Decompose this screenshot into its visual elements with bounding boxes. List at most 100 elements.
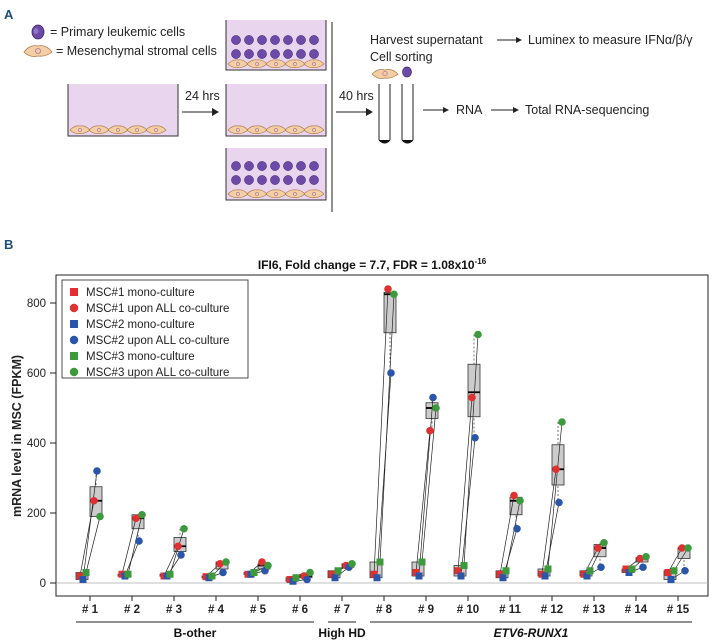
well-msc-cell (303, 125, 325, 135)
plot-area (75, 285, 692, 585)
data-point-square (499, 574, 507, 582)
y-axis: 0 200 400 600 800 (27, 298, 57, 590)
data-point-circle (390, 290, 398, 299)
data-point-square (292, 574, 300, 582)
well-leukemic-cell (257, 49, 267, 59)
step2-arrowhead (366, 108, 373, 116)
group-label: High HD (318, 626, 366, 640)
pair-line (547, 421, 563, 570)
data-point-circle (468, 393, 476, 402)
data-point-circle (636, 554, 644, 563)
well-wall (67, 84, 179, 137)
y-tick-label: 400 (27, 438, 46, 450)
data-point-square (79, 576, 87, 583)
well-msc-nucleus (255, 128, 259, 132)
well-msc-nucleus (274, 62, 278, 66)
legend-marker-circle (69, 303, 79, 313)
data-point-circle (219, 568, 227, 577)
x-tick-label: # 13 (583, 604, 605, 616)
group-label: ETV6-RUNX1 (494, 626, 569, 640)
well-leukemic-cell (270, 49, 280, 59)
well-leukemic-cell (231, 161, 241, 171)
data-point-circle (555, 498, 563, 507)
well-leukemic-cell (257, 35, 267, 45)
harvest-arrowhead (516, 37, 522, 43)
well-msc-cell (303, 189, 325, 199)
well-msc-cell (145, 125, 167, 135)
x-axis: # 1 # 2 # 3 # 4 # 5 # 6 # 7 # 8 # 9 # 10 # 11 # 12 #… (82, 596, 690, 616)
legend-marker-square (70, 320, 78, 328)
legend-label: MSC#3 upon ALL co-culture (86, 367, 229, 379)
well-msc-nucleus (255, 192, 259, 196)
data-point-circle (384, 285, 392, 293)
x-tick-label: # 1 (82, 604, 99, 616)
data-point-circle (513, 524, 521, 533)
sorted-msc-nucleus (382, 70, 388, 77)
well-msc-nucleus (274, 128, 278, 132)
data-point-circle (174, 542, 182, 551)
well-leukemic-cell (257, 175, 267, 185)
data-point-circle (177, 551, 185, 559)
data-point-circle (387, 369, 395, 377)
culture-wells (67, 20, 327, 201)
well-leukemic-cell (244, 49, 254, 59)
well-leukemic-cell (296, 161, 306, 171)
well-leukemic-cell (296, 175, 306, 185)
y-tick-label: 600 (27, 368, 46, 380)
well-msc-nucleus (236, 192, 240, 196)
data-point-circle (306, 568, 314, 577)
data-point-circle (474, 330, 482, 339)
data-point-square (664, 569, 672, 576)
sorting-label: Cell sorting (370, 50, 433, 64)
well-msc-nucleus (293, 62, 297, 66)
well-msc-nucleus (255, 62, 259, 66)
data-point-circle (642, 552, 650, 561)
well-leukemic-cell (283, 35, 293, 45)
well-msc-nucleus (116, 128, 120, 132)
well-leukemic-cell (309, 49, 319, 59)
data-point-circle (684, 544, 692, 552)
data-point-circle (216, 559, 224, 568)
pair-line (127, 514, 143, 575)
well-initial (67, 84, 179, 137)
well-wall (225, 20, 327, 71)
well-msc-nucleus (236, 128, 240, 132)
x-tick-label: # 9 (418, 604, 434, 616)
y-tick-label: 200 (27, 508, 46, 520)
data-point-circle (678, 544, 686, 552)
data-point-circle (432, 404, 440, 412)
x-tick-label: # 12 (541, 604, 563, 616)
well-msc-nucleus (78, 128, 82, 132)
rna-label: RNA (456, 103, 483, 117)
data-point-circle (348, 559, 356, 568)
well-msc-nucleus (293, 192, 297, 196)
well-msc-nucleus (293, 128, 297, 132)
pair-line (85, 516, 101, 573)
chart-legend-frame (61, 279, 249, 379)
data-point-square (373, 574, 381, 582)
well-msc-nucleus (135, 128, 139, 132)
category-groups: B-other High HD ETV6-RUNX1 (76, 621, 692, 640)
data-point-square (454, 567, 462, 575)
well-leukemic-cell (231, 175, 241, 185)
group-label: B-other (174, 626, 217, 640)
pair-line (421, 407, 437, 563)
seq-label: Total RNA-sequencing (525, 103, 649, 117)
pair-line (418, 397, 434, 577)
legend-marker-circle (69, 335, 79, 345)
sorted-msc-icon (371, 69, 399, 79)
data-point-circle (96, 512, 104, 521)
data-point-circle (93, 467, 101, 475)
pair-line (505, 500, 521, 571)
data-point-circle (138, 510, 146, 519)
well-leukemic-cell (231, 35, 241, 45)
data-point-square (82, 569, 90, 576)
well-leukemic-cell (283, 175, 293, 185)
data-point-circle (639, 563, 647, 572)
data-point-square (586, 567, 594, 575)
x-tick-label: # 15 (667, 604, 690, 616)
y-axis-label: mRNA level in MSC (FPKM) (10, 355, 24, 517)
pair-line (376, 372, 392, 578)
data-point-square (541, 572, 549, 580)
